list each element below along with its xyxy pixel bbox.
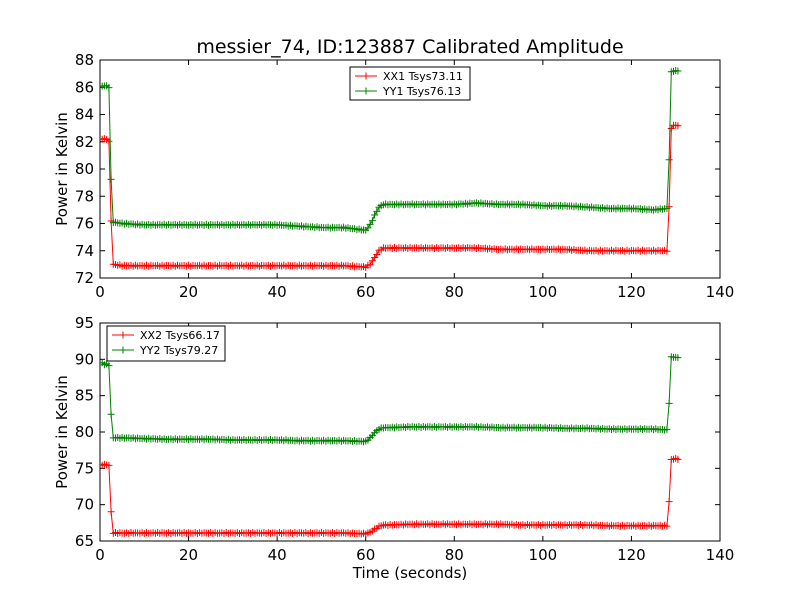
x-tick-label: 40 [268,283,287,301]
series-markers-1 [100,121,682,272]
y-axis-label: Power in Kelvin [53,375,71,489]
top-plot: 0 20 40 60 80 100 120 140 72 74 76 78 80 82 84 86 88 Powe… [53,51,734,301]
y-tick-label: 85 [75,387,94,405]
x-tick-label: 140 [706,546,735,564]
legend-label: XX2 Tsys66.17 [140,329,220,342]
x-tick-label: 80 [445,283,464,301]
y-tick-label: 86 [75,78,94,96]
y-tick-label: 74 [75,242,94,260]
data-area [100,353,682,538]
legend-box [106,325,226,362]
y-tick-label: 90 [75,350,94,368]
x-tick-label: 120 [617,283,646,301]
y-axis-label: Power in Kelvin [53,112,71,226]
x-tick-label: 40 [268,546,287,564]
legend-swatch-marker [362,72,370,80]
chart-title: messier_74, ID:123887 Calibrated Amplitu… [196,36,623,58]
y-tick-label: 84 [75,106,94,124]
legend-label: YY1 Tsys76.13 [382,85,461,98]
legend-swatch-marker [119,346,127,354]
legend-label: YY2 Tsys79.27 [139,344,218,357]
x-tick-label: 140 [706,283,735,301]
y-tick-label: 65 [75,532,94,550]
series-markers-2 [100,353,682,446]
x-tick-label: 80 [445,546,464,564]
x-tick-label: 0 [95,283,105,301]
x-tick-label: 100 [529,546,558,564]
x-tick-label: 60 [356,546,375,564]
y-tick-label: 88 [75,51,94,69]
bottom-plot: 0 20 40 60 80 100 120 140 65 70 75 80 85 90 95 Power in… [53,314,734,582]
x-tick-label: 120 [617,546,646,564]
y-tick-label: 76 [75,215,94,233]
y-tick-label: 95 [75,314,94,332]
x-tick-label: 20 [179,283,198,301]
legend-swatch-marker [119,331,127,339]
y-tick-label: 80 [75,160,94,178]
y-tick-label: 82 [75,133,94,151]
y-tick-label: 78 [75,187,94,205]
x-tick-label: 100 [529,283,558,301]
x-tick-label: 60 [356,283,375,301]
legend-swatch-marker [362,87,370,95]
data-area [100,67,682,272]
y-tick-label: 70 [75,496,94,514]
x-tick-label: 20 [179,546,198,564]
y-tick-label: 72 [75,269,94,287]
x-axis-label: Time (seconds) [352,564,468,582]
series-markers-1 [100,454,682,538]
series-markers-2 [100,67,682,234]
legend-box [349,66,471,101]
x-tick-label: 0 [95,546,105,564]
y-tick-label: 75 [75,459,94,477]
y-tick-label: 80 [75,423,94,441]
legend-label: XX1 Tsys73.11 [383,70,463,83]
